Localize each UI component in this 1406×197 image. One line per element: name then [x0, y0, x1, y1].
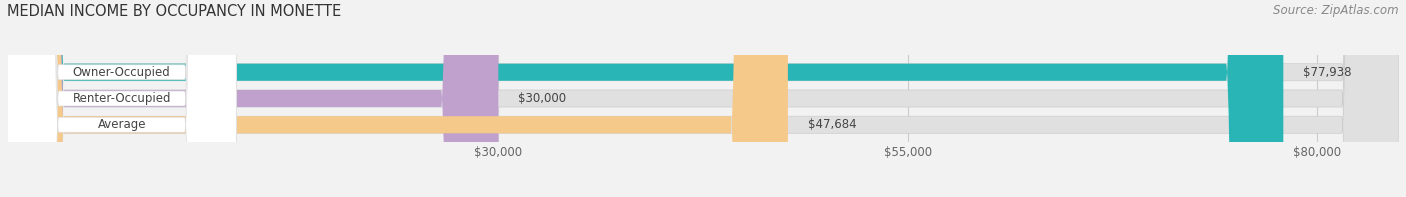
Text: Renter-Occupied: Renter-Occupied	[73, 92, 172, 105]
Text: $47,684: $47,684	[807, 118, 856, 131]
FancyBboxPatch shape	[7, 0, 1284, 197]
Text: $77,938: $77,938	[1303, 66, 1351, 79]
Text: MEDIAN INCOME BY OCCUPANCY IN MONETTE: MEDIAN INCOME BY OCCUPANCY IN MONETTE	[7, 4, 342, 19]
FancyBboxPatch shape	[7, 0, 498, 197]
FancyBboxPatch shape	[7, 0, 236, 197]
FancyBboxPatch shape	[7, 0, 236, 197]
FancyBboxPatch shape	[7, 0, 236, 197]
FancyBboxPatch shape	[7, 0, 1399, 197]
FancyBboxPatch shape	[7, 0, 1399, 197]
FancyBboxPatch shape	[7, 0, 787, 197]
Text: Average: Average	[97, 118, 146, 131]
Text: Source: ZipAtlas.com: Source: ZipAtlas.com	[1274, 4, 1399, 17]
Text: Owner-Occupied: Owner-Occupied	[73, 66, 170, 79]
Text: $30,000: $30,000	[517, 92, 567, 105]
FancyBboxPatch shape	[7, 0, 1399, 197]
